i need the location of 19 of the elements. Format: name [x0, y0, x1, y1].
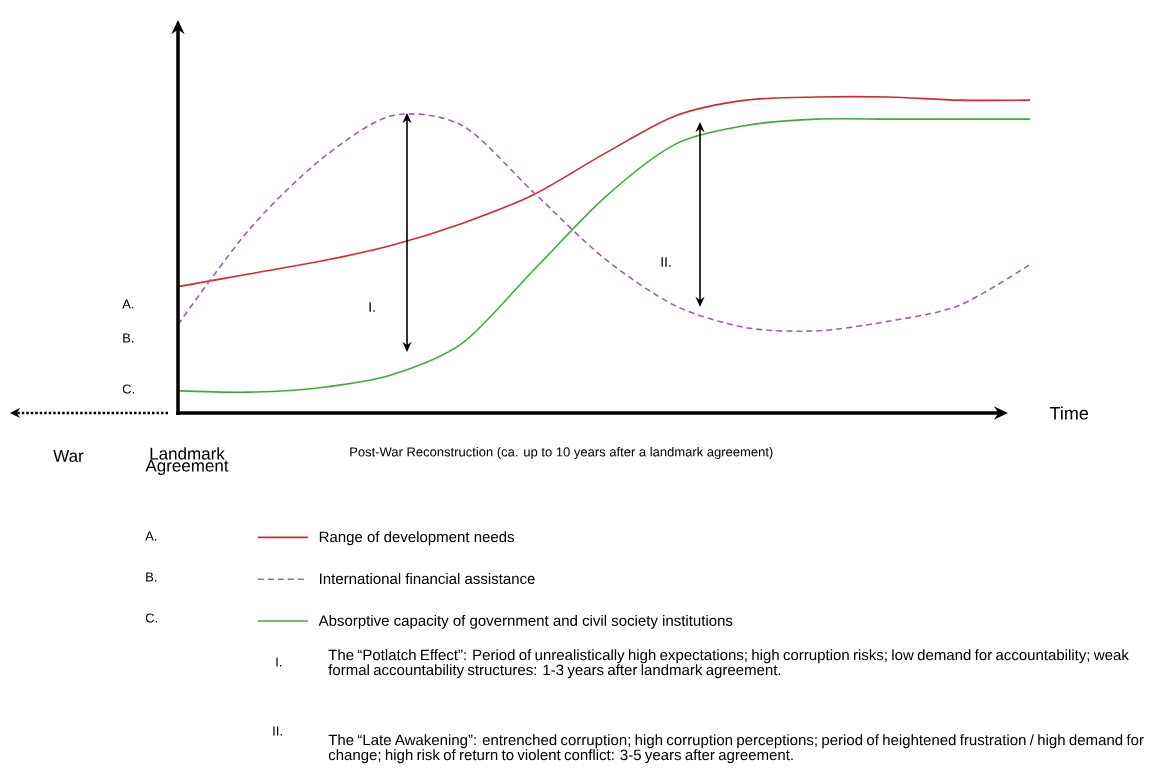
text: The “Late Awakening”: entrenched corruption; high corruption perceptions; period of heightened frustration / high demand for change; high risk of return to violent conflict: 3-5 years after agreement. [328, 734, 1144, 764]
text: A. [122, 299, 134, 309]
text: B. [123, 333, 134, 343]
text: Post-War Reconstruction (ca. up to 10 years after a landmark agreement) [350, 446, 773, 460]
text: C. [145, 613, 158, 623]
annotation: I. [369, 302, 375, 312]
legend-label: International financial assistance [320, 573, 535, 585]
annotation: II. [661, 257, 671, 267]
text: War [53, 450, 84, 462]
text: A. [145, 531, 157, 541]
x-axis-title: Time [1049, 406, 1089, 420]
text: The “Potlatch Effect”: Period of unrealistically high expectations; high corruption risks; low demand for accountability; weak formal accountability structures: 1-3 years after landmark agreement. [328, 649, 1129, 679]
text: Landmark Agreement [145, 447, 229, 475]
text: II. [273, 726, 282, 736]
legend-label: Range of development needs [319, 531, 515, 546]
text: C. [122, 384, 135, 394]
text: B. [146, 572, 157, 582]
text: I. [276, 657, 282, 667]
legend-label: Absorptive capacity of government and civil society institutions [318, 614, 733, 629]
